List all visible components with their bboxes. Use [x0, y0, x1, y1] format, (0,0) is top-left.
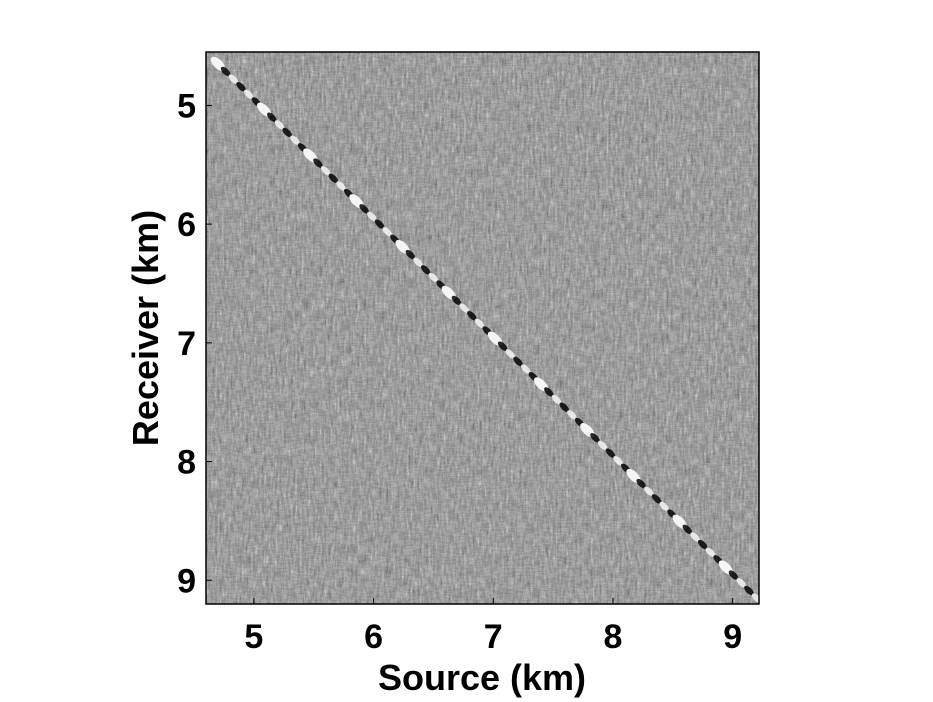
- plot-area: [206, 52, 759, 604]
- diagonal-wavelet: [405, 249, 416, 260]
- y-tick-label: 6: [177, 206, 196, 244]
- x-tick-label: 7: [484, 618, 503, 656]
- diagonal-wavelet: [428, 272, 439, 283]
- diagonal-wavelet: [243, 89, 254, 100]
- diagonal-wavelet: [228, 74, 239, 84]
- diagonal-wavelet: [320, 165, 331, 176]
- diagonal-wavelet: [220, 66, 231, 77]
- y-tick-label: 7: [177, 325, 196, 363]
- diagonal-wavelet: [736, 578, 746, 588]
- diagonal-wavelet: [705, 547, 716, 558]
- diagonal-wavelet: [413, 257, 423, 268]
- diagonal-wavelet: [467, 310, 477, 321]
- diagonal-wavelet: [374, 219, 385, 229]
- diagonal-wavelet: [605, 448, 616, 458]
- diagonal-wavelet: [521, 364, 531, 374]
- y-tick-label: 8: [177, 444, 196, 482]
- x-tick-label: 5: [244, 618, 263, 656]
- y-axis-ticks: 5 6 7 8 9: [177, 87, 212, 600]
- diagonal-wavelet: [567, 410, 577, 420]
- plot-frame: [205, 51, 760, 605]
- y-axis-label: Receiver (km): [125, 210, 166, 446]
- diagonal-wavelet: [597, 440, 608, 451]
- x-tick-label: 8: [604, 618, 623, 656]
- diagonal-wavelet: [336, 181, 346, 191]
- diagonal-wavelet: [313, 158, 323, 168]
- x-tick-label: 9: [723, 618, 742, 656]
- y-tick-label: 9: [177, 562, 196, 600]
- diagonal-wavelet: [382, 227, 393, 237]
- diagonal-wavelet: [513, 356, 523, 367]
- x-axis-label: Source (km): [378, 657, 586, 698]
- x-axis-ticks: 5 6 7 8 9: [244, 598, 742, 656]
- x-tick-label: 6: [364, 618, 383, 656]
- diagonal-wavelet: [420, 265, 431, 275]
- diagonal-wavelet: [559, 402, 569, 413]
- diagonal-wavelet: [474, 318, 485, 329]
- diagonal-wavelet: [690, 532, 700, 542]
- diagonal-wavelet: [636, 478, 646, 489]
- diagonal-wavelet: [644, 486, 654, 496]
- diagonal-wavelet: [682, 524, 693, 535]
- diagonal-wavelet: [590, 433, 600, 443]
- diagonal-wavelet: [728, 570, 739, 580]
- diagonal-wavelet: [274, 120, 285, 130]
- diagonal-wavelet: [267, 112, 277, 123]
- diagonal-wavelet: [659, 501, 670, 512]
- diagonal-wavelet: [551, 394, 562, 405]
- diagonal-wavelet: [544, 387, 554, 397]
- diagonal-wavelet: [236, 82, 246, 92]
- diagonal-wavelet: [613, 455, 623, 466]
- diagonal-wavelet: [282, 127, 292, 138]
- diagonal-wavelet: [744, 585, 754, 596]
- diagonal-wavelet: [359, 204, 369, 214]
- diagonal-wavelet: [328, 173, 339, 184]
- diagonal-wavelet: [459, 303, 469, 313]
- diagonal-wavelet: [651, 494, 662, 504]
- diagonal-wavelet: [497, 341, 508, 351]
- diagonal-wavelet: [367, 211, 377, 222]
- diagonal-wavelet: [451, 295, 462, 306]
- diagonal-wavelet: [290, 135, 300, 145]
- diagonal-event: [210, 56, 759, 603]
- y-tick-label: 5: [177, 87, 196, 125]
- diagonal-wavelet: [697, 539, 708, 550]
- diagonal-wavelet: [505, 349, 516, 359]
